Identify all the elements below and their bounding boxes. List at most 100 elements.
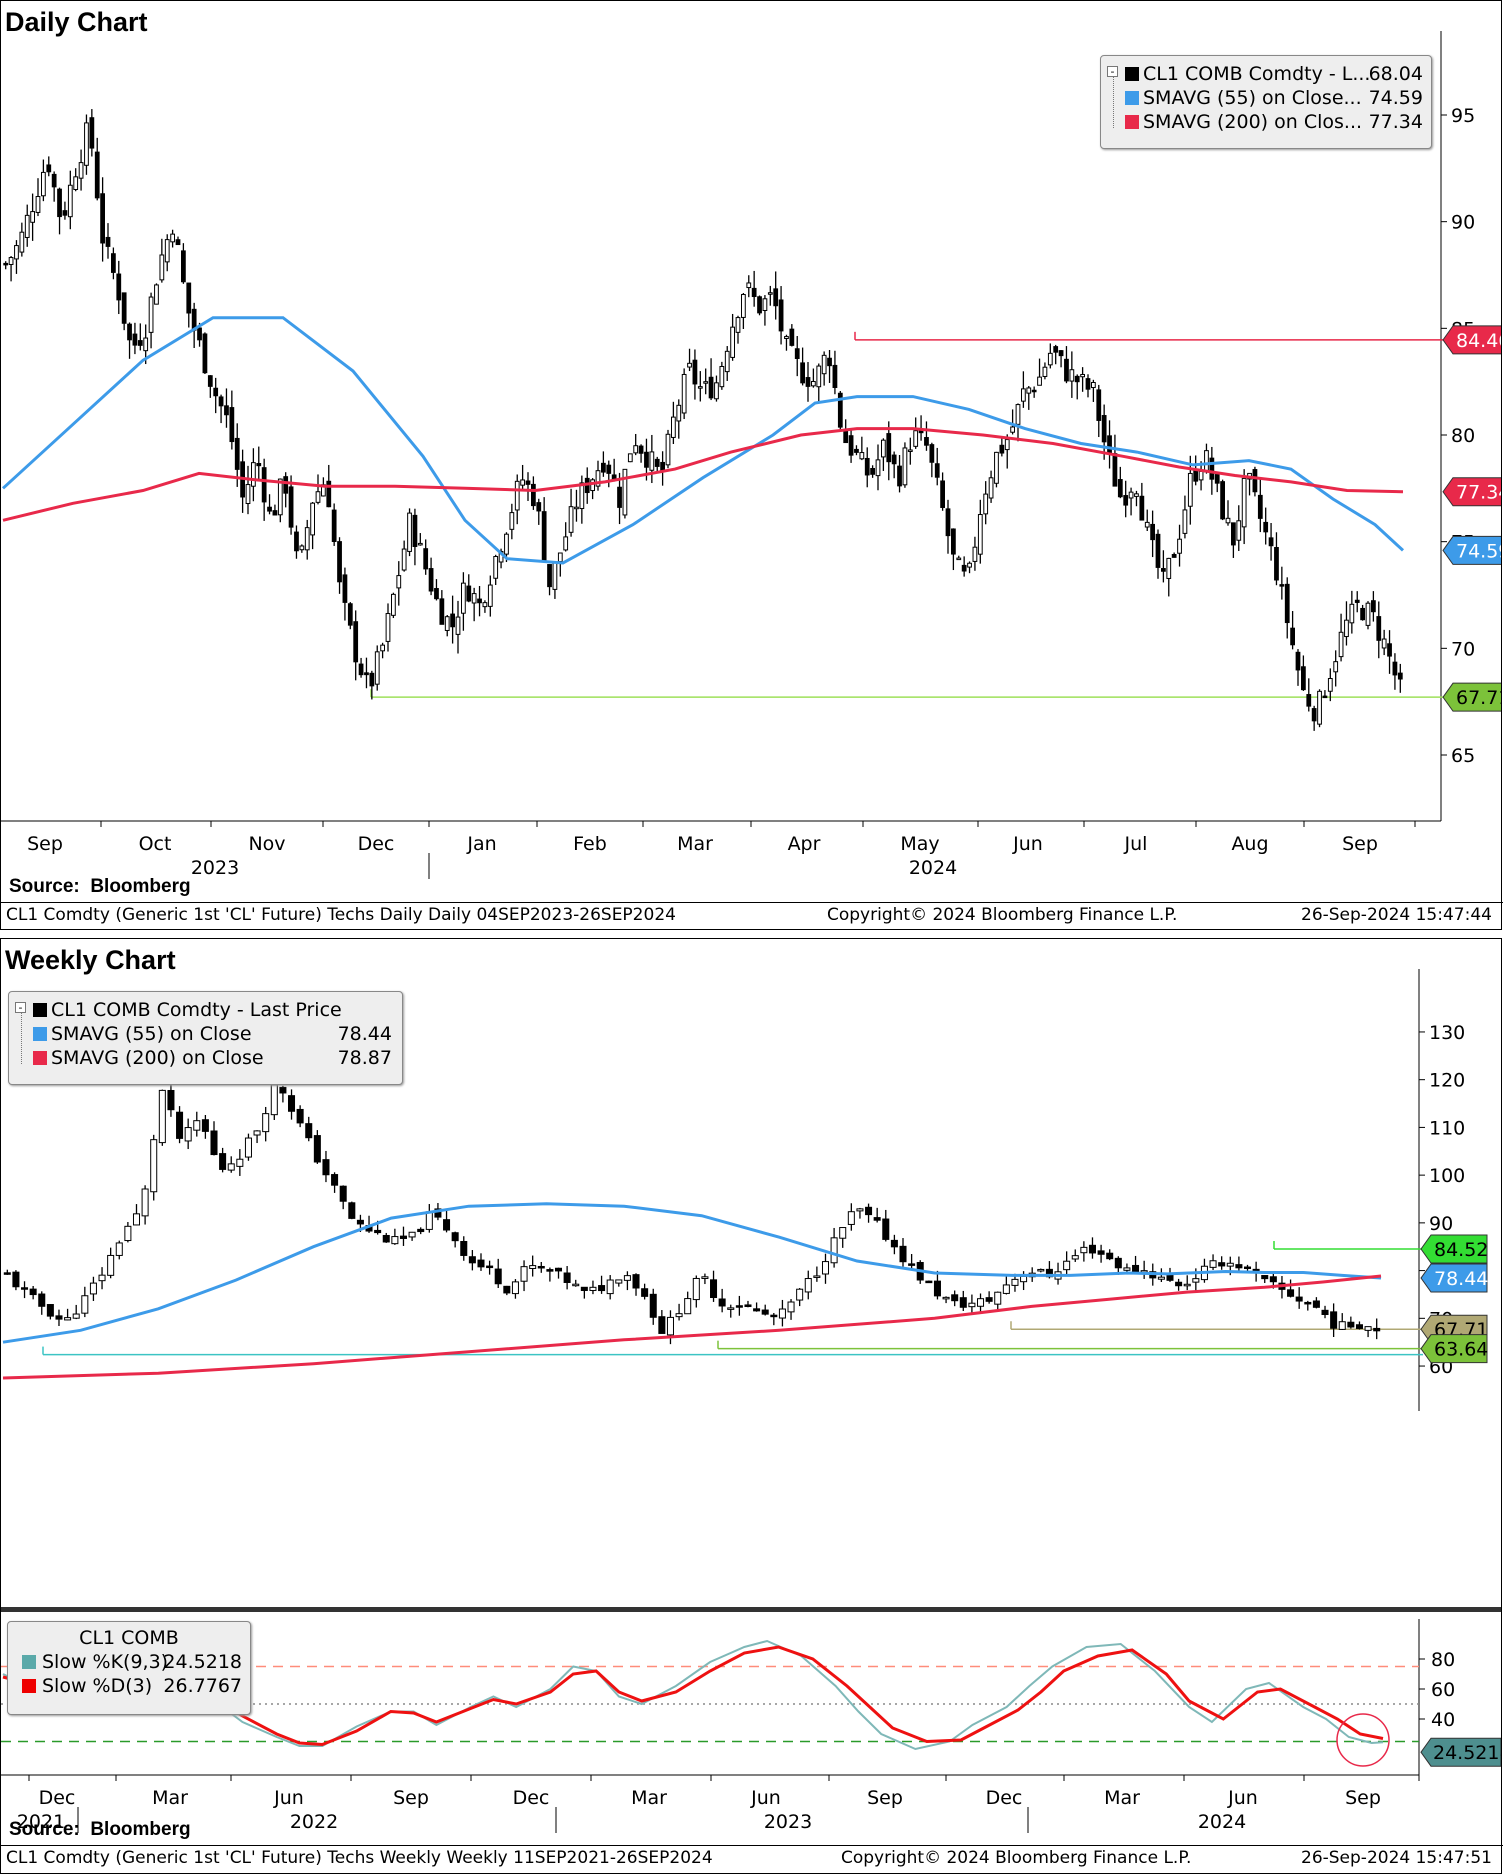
candle-body: [89, 117, 95, 149]
candle-body: [115, 1242, 123, 1256]
candle-body: [116, 273, 122, 301]
candle-body: [1157, 1276, 1165, 1280]
candle-body: [1187, 472, 1193, 507]
legend-label: SMAVG (200) on Close: [51, 1047, 264, 1069]
x-tick-label: Mar: [152, 1787, 188, 1809]
candle-body: [933, 1280, 941, 1297]
source-name: Bloomberg: [90, 1819, 191, 1840]
candle-body: [1261, 1275, 1269, 1280]
candle-body: [1064, 358, 1069, 382]
candle-body: [121, 292, 127, 324]
candle-body: [1150, 523, 1155, 541]
candle-body: [391, 593, 396, 616]
candle-body: [468, 1256, 476, 1264]
moving-average-line: [2, 1274, 1382, 1380]
candle-body: [1123, 495, 1129, 506]
price-tag: [1420, 1737, 1501, 1767]
candle-body: [322, 1159, 330, 1176]
y-tick-label: 65: [1451, 745, 1475, 767]
x-tick-label: Feb: [573, 833, 607, 855]
candle-body: [1175, 1281, 1183, 1287]
candle-body: [493, 556, 499, 579]
candle-body: [374, 651, 380, 685]
candle-body: [64, 1317, 72, 1321]
candle-body: [1347, 1321, 1355, 1328]
x-tick-label: Mar: [677, 833, 713, 855]
legend-label: Slow %K(9,3): [42, 1651, 169, 1673]
price-tag: [1442, 682, 1501, 712]
candle-body: [1235, 1264, 1243, 1269]
candle-body: [1392, 661, 1398, 676]
candle-body: [218, 396, 224, 407]
legend-collapse-icon[interactable]: -: [1107, 66, 1118, 77]
y-tick-label: 70: [1451, 638, 1475, 660]
candle-body: [105, 236, 111, 247]
candle-body: [813, 1275, 821, 1278]
candle-body: [959, 1297, 967, 1308]
candle-body: [708, 376, 714, 399]
candle-body: [296, 1108, 304, 1124]
weekly-chart-title: Weekly Chart: [5, 945, 176, 975]
candle-body: [313, 1135, 321, 1163]
candle-body: [1096, 389, 1102, 421]
candle-body: [1263, 521, 1269, 533]
candle-body: [1330, 1311, 1338, 1329]
candle-body: [837, 392, 843, 428]
candle-body: [787, 1301, 795, 1313]
candle-body: [1128, 491, 1134, 499]
candle-body: [692, 1277, 700, 1301]
candle-body: [342, 574, 348, 603]
candle-body: [870, 467, 876, 475]
candle-body: [649, 1293, 657, 1318]
candle-body: [1287, 1289, 1295, 1297]
candle-body: [236, 1158, 244, 1167]
daily-chart-title: Daily Chart: [5, 7, 148, 37]
candle-body: [167, 1089, 175, 1111]
candle-body: [89, 1282, 97, 1295]
candle-body: [1085, 378, 1091, 390]
candle-body: [633, 445, 639, 454]
stochastic-line: [2, 1645, 1384, 1747]
candle-body: [617, 486, 622, 508]
candle-body: [143, 337, 149, 352]
candle-body: [697, 386, 703, 389]
candle-body: [744, 1304, 752, 1308]
legend-swatch-icon: [1125, 67, 1139, 81]
candle-body: [98, 1274, 106, 1282]
candle-body: [644, 451, 649, 468]
y-tick-label: 110: [1429, 1117, 1465, 1139]
candle-body: [1155, 533, 1161, 568]
candle-body: [337, 541, 342, 583]
candle-body: [951, 1294, 959, 1302]
candle-body: [1295, 1296, 1303, 1302]
x-tick-label: Mar: [631, 1787, 667, 1809]
x-tick-label: Jul: [1124, 833, 1148, 855]
candle-body: [1002, 1284, 1010, 1294]
candle-body: [270, 1084, 278, 1116]
candle-body: [735, 317, 741, 333]
candle-body: [703, 381, 709, 384]
candle-body: [356, 1219, 364, 1225]
candle-body: [746, 282, 752, 289]
candle-body: [277, 478, 283, 516]
candle-body: [778, 299, 784, 332]
candle-body: [55, 1315, 63, 1320]
candle-body: [977, 514, 983, 555]
candle-body: [353, 621, 359, 663]
weekly-source: Source: Bloomberg: [9, 1819, 191, 1841]
candle-body: [719, 366, 725, 388]
candle-body: [294, 531, 299, 552]
candle-body: [315, 491, 321, 503]
candle-body: [1166, 557, 1172, 579]
candle-body: [1236, 520, 1242, 541]
candle-body: [210, 1130, 218, 1156]
legend-collapse-icon[interactable]: -: [15, 1002, 26, 1013]
y-tick-label: 95: [1451, 105, 1475, 127]
candle-body: [391, 1236, 399, 1245]
candle-body: [563, 536, 569, 551]
candle-body: [12, 1271, 20, 1288]
candle-body: [985, 1297, 993, 1302]
candle-body: [1364, 1326, 1372, 1331]
daily-legend-item-sma55: SMAVG (55) on Close... 74.59: [1101, 86, 1431, 110]
candle-body: [253, 1130, 261, 1136]
